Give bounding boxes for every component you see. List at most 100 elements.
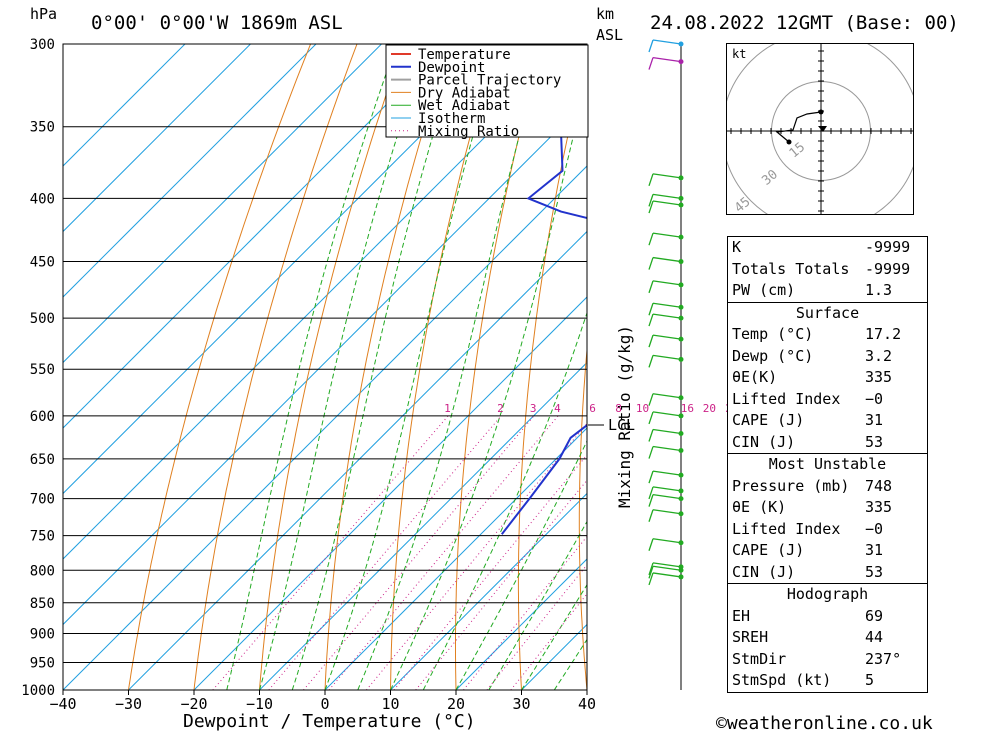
wind-barb-staff (652, 302, 682, 308)
legend-entry: Dry Adiabat (418, 85, 511, 101)
wind-barb-dot (678, 175, 684, 181)
x-tick-label: −30 (115, 695, 142, 713)
mixing-ratio-label: 8 (615, 402, 622, 415)
x-axis-label: Dewpoint / Temperature (°C) (183, 711, 476, 732)
hpa-label: hPa (30, 5, 57, 23)
wind-barb-flag (648, 334, 654, 348)
wind-barb-flag (648, 429, 654, 442)
mixing-ratio-line (366, 422, 587, 690)
wind-barb-dot (678, 488, 684, 494)
y-tick-label: 350 (30, 120, 55, 136)
hodograph-row: StmDir 237° (732, 649, 902, 668)
most-unstable-row: CIN (J) 53 (732, 562, 884, 581)
mixing-ratio-line (268, 415, 502, 690)
wind-barb-staff (652, 354, 682, 361)
hodograph-header: Hodograph (728, 583, 927, 606)
wind-barb-flag (648, 355, 654, 368)
surface-row: Temp (°C) 17.2 (732, 325, 902, 343)
x-tick-label: 10 (381, 695, 399, 713)
wind-barb-dot (678, 195, 684, 201)
hodograph-row: EH 69 (732, 606, 884, 625)
wind-barb-flag (648, 486, 654, 500)
y-tick-label: 400 (30, 191, 55, 207)
wind-barb-staff (652, 334, 682, 340)
wind-barb-staff (652, 562, 682, 568)
wind-barb-dot (678, 496, 684, 502)
wind-barb-staff (652, 470, 682, 476)
y-tick-label: 750 (30, 529, 55, 545)
isotherm-line (63, 44, 186, 167)
mixing-ratio-line (328, 415, 559, 690)
parcel-trajectory-curve (592, 44, 726, 534)
wind-barb-flag (648, 280, 654, 294)
y-tick-label: 600 (30, 409, 55, 425)
hodograph-row: StmSpd (kt) 5 (732, 671, 875, 689)
hodograph-unit: kt (732, 47, 746, 61)
isobars (63, 43, 587, 691)
isotherm-line (128, 230, 587, 690)
hodograph-end-point (786, 139, 792, 145)
wind-barb-dot (678, 315, 684, 321)
hodograph-row: SREH 44 (732, 628, 884, 646)
dry-adiabat-line (638, 44, 682, 690)
y-tick-label: 700 (30, 492, 55, 508)
wind-barb-dot (678, 259, 684, 265)
mixing-ratio-labels: 12346810162025 (444, 402, 738, 415)
legend-entry: Isotherm (418, 111, 485, 127)
x-tick-label: 30 (512, 695, 530, 713)
index-row-pw: PW (cm) 1.3 (732, 281, 893, 299)
y-tick-label: 850 (30, 596, 55, 612)
mixing-ratio-label: 20 (703, 402, 716, 415)
most-unstable-row: CAPE (J) 31 (732, 541, 884, 559)
wind-barb-staff (652, 232, 682, 238)
wind-barb-dot (678, 448, 684, 454)
wind-barb-dot (678, 395, 684, 401)
wind-barb-staff (652, 193, 682, 200)
mixing-ratio-label: 10 (636, 402, 649, 415)
wind-barb-dot (678, 336, 684, 342)
y-axis-ticks: 300 350 400 450 500 550 600 650 700 750 800 850 900 9… (21, 37, 55, 699)
storm-motion-marker (818, 126, 827, 132)
most-unstable-header: Most Unstable (728, 453, 927, 476)
y-tick-label: 650 (30, 452, 55, 468)
copyright: ©weatheronline.co.uk (716, 713, 933, 733)
surface-row: Lifted Index −0 (732, 389, 884, 408)
most-unstable-row: Lifted Index −0 (732, 519, 884, 538)
isotherm-line (324, 427, 587, 690)
mixing-ratio-label: 6 (589, 402, 596, 415)
wind-barb-dot (678, 540, 684, 546)
datetime-title: 24.08.2022 12GMT (Base: 00) (650, 12, 959, 34)
mixing-ratio-label: 4 (554, 402, 561, 415)
legend-entry: Mixing Ratio (418, 124, 519, 140)
wind-barb-staff (652, 39, 682, 45)
wind-barb-dot (678, 202, 684, 208)
wind-barb-flag (648, 562, 654, 576)
wind-barb-flag (648, 257, 654, 270)
isotherm-line (193, 296, 587, 690)
wind-barb-staff (652, 493, 682, 500)
legend-entry: Parcel Trajectory (418, 73, 561, 89)
wind-barb-flag (648, 494, 654, 507)
isotherm-line (63, 165, 587, 690)
x-tick-label: 20 (447, 695, 465, 713)
legend-entry: Wet Adiabat (418, 98, 511, 114)
wind-profile (648, 39, 684, 690)
wind-barb-staff (652, 200, 682, 206)
wind-barb-staff (652, 565, 682, 571)
wind-barb-staff (652, 428, 682, 435)
wind-barb-staff (652, 538, 682, 544)
hodograph-ring-label: 45 (732, 195, 754, 215)
wind-barb-flag (648, 509, 654, 522)
wind-barb-flag (648, 232, 654, 246)
wind-barb-dot (678, 356, 684, 362)
wet-adiabat-line (422, 311, 587, 690)
mixing-ratio-label: 2 (497, 402, 504, 415)
wind-barb-dot (678, 59, 684, 65)
wind-barb-flag (648, 200, 654, 214)
wind-barb-dot (678, 282, 684, 288)
x-axis-ticks: −40 −30 −20 −10 0 10 20 30 40 (49, 690, 596, 713)
location-title: 0°00' 0°00'W 1869m ASL (91, 12, 343, 34)
surface-row: CIN (J) 53 (732, 432, 884, 451)
